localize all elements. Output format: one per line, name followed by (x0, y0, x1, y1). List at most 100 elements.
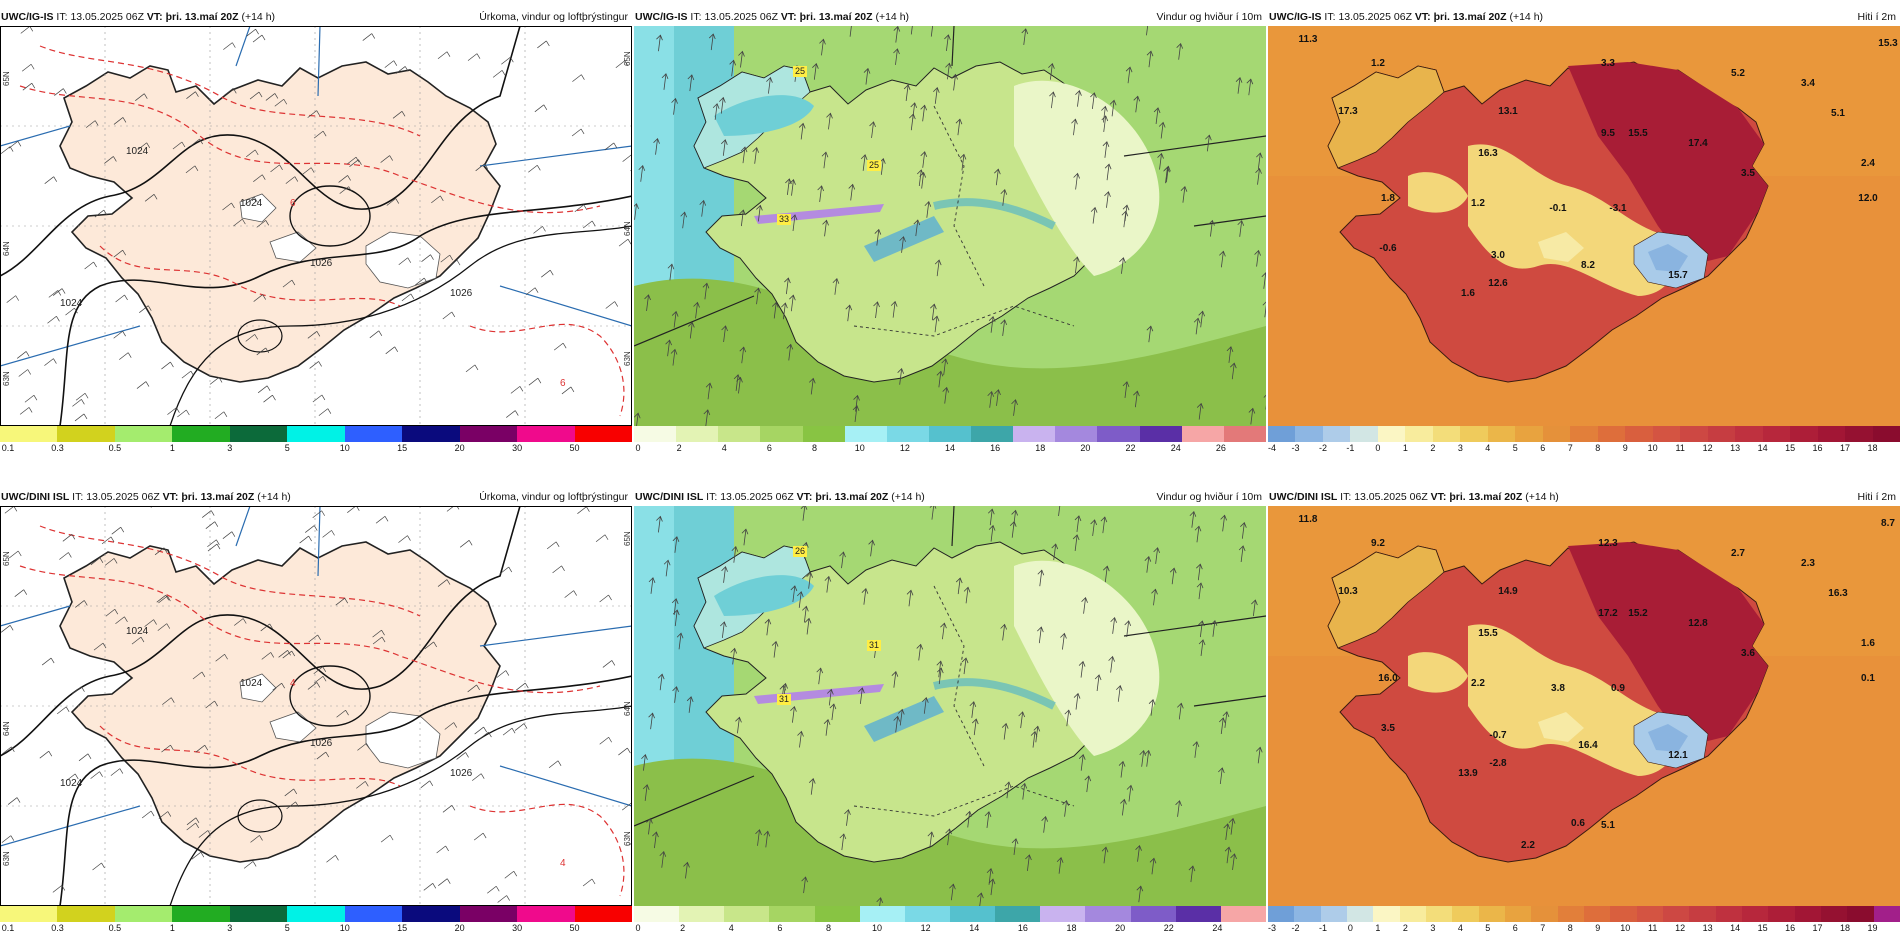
wind-arrow (676, 632, 684, 650)
wind-barb (285, 176, 299, 184)
colorbar-tick-label: 0 (1347, 923, 1353, 933)
svg-text:33: 33 (779, 214, 789, 224)
wind-barb (438, 878, 451, 886)
wind-barb (110, 768, 124, 776)
wind-arrow (1238, 545, 1246, 563)
wind-barb (177, 409, 190, 418)
wind-barb (380, 155, 393, 163)
colorbar-swatch (1597, 426, 1626, 442)
wind-arrow (1108, 655, 1115, 673)
wind-arrow (741, 528, 749, 546)
wind-arrow (731, 546, 739, 563)
wind-barb (256, 220, 270, 228)
wind-arrow (924, 201, 932, 218)
wind-arrow (754, 287, 761, 305)
panel-title: Hiti í 2m (1857, 11, 1896, 23)
wind-barb (553, 342, 567, 351)
latitude-tick: 64N (2, 721, 11, 736)
wind-arrow (771, 640, 779, 658)
wind-barb (111, 526, 125, 535)
wind-arrow (1125, 66, 1133, 84)
colorbar-swatch (1347, 906, 1374, 922)
colorbar-tick-label: 18 (1035, 443, 1046, 453)
it-label: IT: (690, 11, 702, 23)
boundary-line (634, 775, 755, 827)
svg-text:31: 31 (869, 640, 879, 650)
wind-barb (39, 750, 53, 759)
wind-arrow (897, 368, 905, 385)
wind-arrow (687, 74, 695, 92)
wind-arrow (893, 715, 901, 733)
wind-arrow (1133, 390, 1140, 408)
wind-barb (94, 209, 108, 218)
wind-arrow (1101, 846, 1109, 864)
wind-barb (113, 117, 127, 125)
temperature-value-label: 17.2 (1598, 608, 1618, 619)
wind-arrow (1153, 547, 1161, 564)
wind-arrow (936, 660, 944, 678)
source: UWC/DINI ISL (1269, 491, 1338, 503)
wind-arrow (922, 697, 929, 714)
temperature-value-label: 5.2 (1731, 68, 1745, 79)
colorbar-swatch (1377, 426, 1406, 442)
temperature-line (19, 565, 601, 694)
colorbar-tick-label: 12 (899, 443, 910, 453)
colorbar-tick-label: 12 (1702, 443, 1713, 453)
wind-arrow (941, 358, 949, 376)
wind-barb (467, 684, 480, 693)
wind-barb (44, 176, 58, 184)
wind-arrow (790, 705, 797, 723)
warm-zone (1568, 542, 1768, 746)
it-label: IT: (706, 491, 718, 503)
wind-barb (384, 60, 398, 68)
wind-barb (265, 93, 279, 101)
colorbar-tick-label: 9 (1622, 443, 1628, 453)
source: UWC/DINI ISL (1, 491, 70, 503)
temperature-value-label: 15.5 (1628, 128, 1648, 139)
calm-zone (1014, 80, 1160, 276)
colorbar-swatch (1542, 426, 1571, 442)
wind-barb (233, 218, 246, 227)
colorbar-swatch (459, 426, 518, 442)
colorbar-tick-label: 1 (1402, 443, 1408, 453)
colorbar-tick-label: 6 (766, 443, 772, 453)
wind-barb (215, 653, 228, 662)
contour-label: 1024 (126, 626, 149, 637)
wind-arrow (672, 609, 680, 627)
colorbar-swatch (814, 906, 861, 922)
wind-barb (253, 294, 266, 302)
wind-barb (497, 895, 510, 903)
wind-barb (257, 385, 271, 394)
iceland-landmass (59, 541, 501, 863)
it-value: 13.05.2025 06Z (720, 491, 794, 503)
wind-barb (222, 202, 235, 211)
wind-arrow (1124, 620, 1132, 637)
wind-barb (84, 261, 97, 270)
forecast-panel-top-right: UWC/IG-IS IT: 13.05.2025 06Z VT: þri. 13… (1268, 8, 1900, 468)
wind-barb (54, 88, 67, 96)
colorbar-swatch (971, 426, 1014, 442)
colorbar-tick-label: 17 (1812, 923, 1823, 933)
wind-arrow (1058, 506, 1061, 517)
wind-barb (195, 744, 209, 753)
wind-barb (90, 557, 104, 566)
colorbar-tick-label: 0.3 (51, 923, 64, 933)
colorbar-tick-label: -1 (1346, 443, 1355, 453)
wind-barb (577, 506, 590, 514)
wind-barb (101, 536, 115, 545)
it-value: 13.05.2025 06Z (704, 11, 778, 23)
contour-label: 1026 (310, 738, 333, 749)
colorbar-swatch (114, 426, 173, 442)
wind-barb (201, 510, 215, 518)
colorbar-swatch (57, 906, 116, 922)
wind-barb (525, 287, 539, 296)
colorbar-tick-label: 15 (397, 443, 408, 453)
wind-arrow (1101, 105, 1108, 123)
temperature-value-label: 17.3 (1338, 106, 1358, 117)
temperature-value-label: 0.1 (1861, 673, 1875, 684)
colorbar-tick-label: 12 (920, 923, 931, 933)
wind-arrow (1222, 711, 1230, 728)
colorbar-swatch (1817, 426, 1846, 442)
wind-arrow (800, 506, 808, 521)
wind-arrow (1000, 623, 1008, 641)
